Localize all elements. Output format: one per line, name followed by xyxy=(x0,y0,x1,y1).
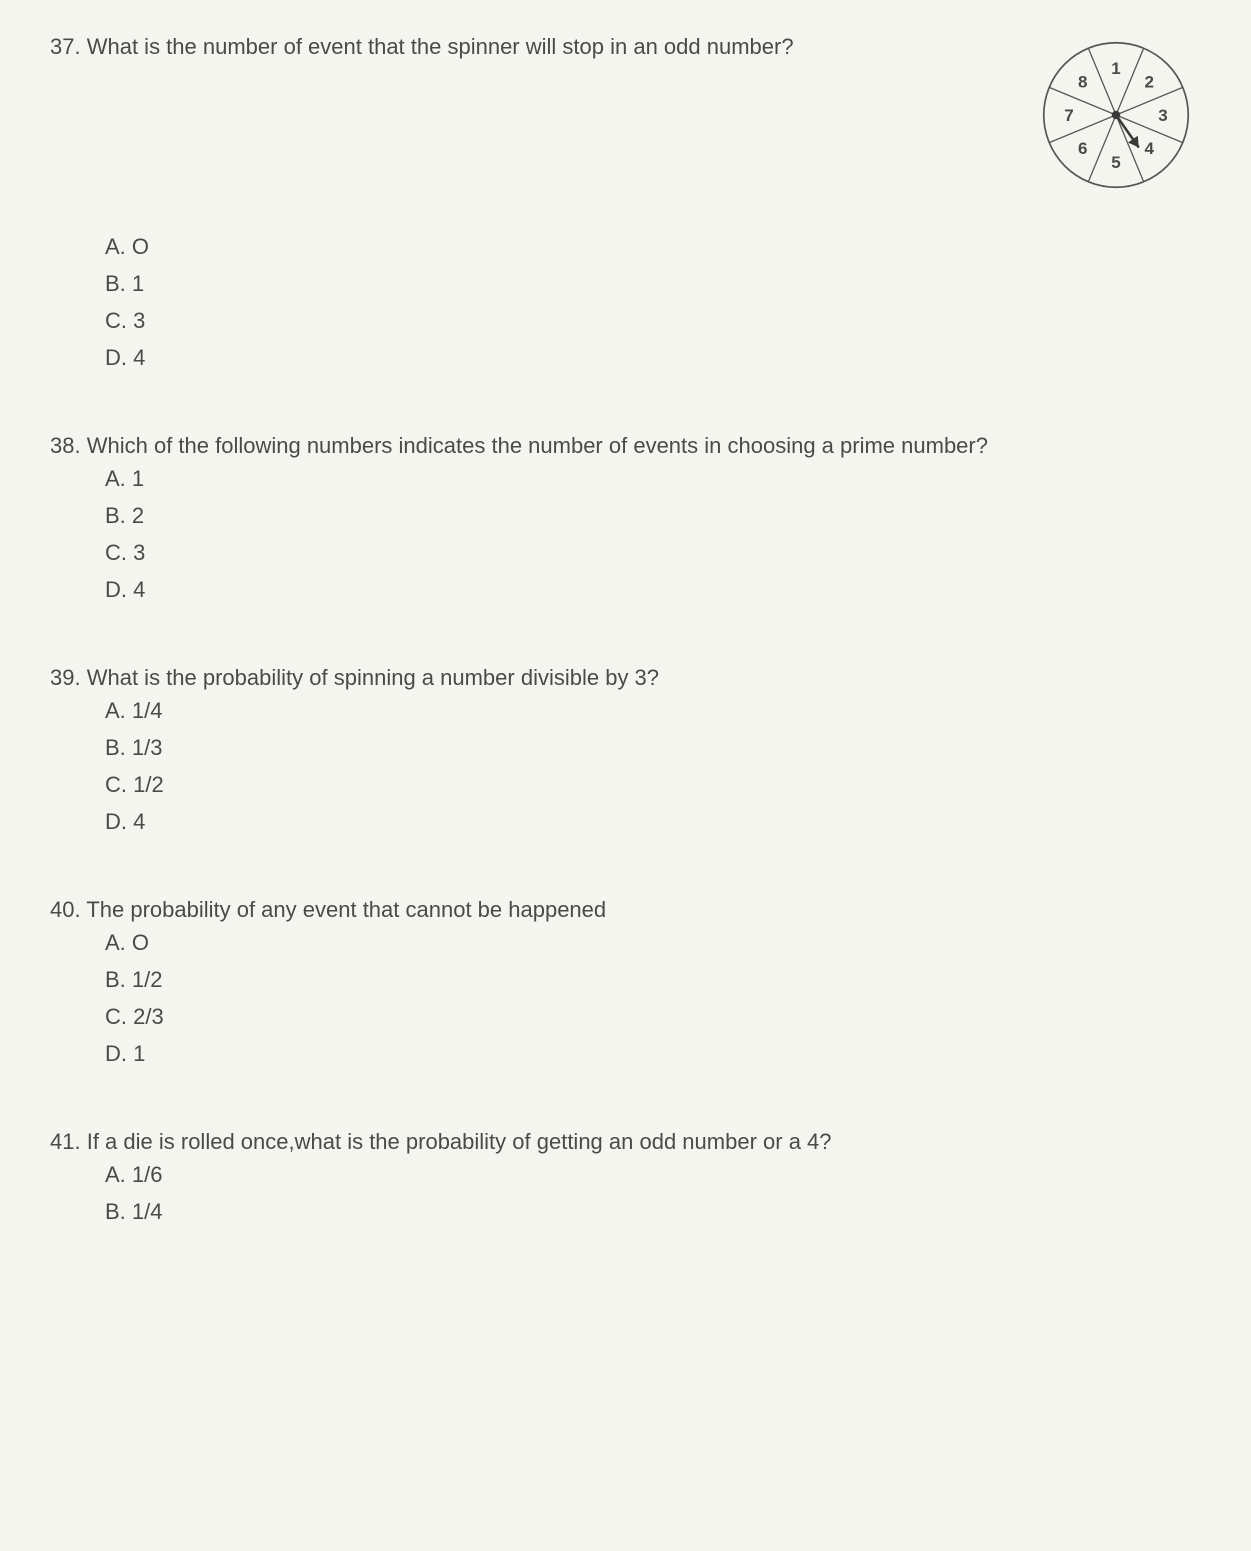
svg-text:2: 2 xyxy=(1144,73,1153,92)
question-39-number: 39. xyxy=(50,665,81,690)
question-38: 38. Which of the following numbers indic… xyxy=(50,429,1201,606)
choice-40-b: B. 1/2 xyxy=(105,963,1201,996)
choice-38-c: C. 3 xyxy=(105,536,1201,569)
question-39: 39. What is the probability of spinning … xyxy=(50,661,1201,838)
spinner-wheel: 1 234 5 678 xyxy=(1031,30,1201,200)
question-41-body: If a die is rolled once,what is the prob… xyxy=(87,1129,832,1154)
question-41: 41. If a die is rolled once,what is the … xyxy=(50,1125,1201,1228)
question-37: 37. What is the number of event that the… xyxy=(50,30,1201,374)
choice-40-a: A. O xyxy=(105,926,1201,959)
question-39-text: 39. What is the probability of spinning … xyxy=(50,661,1201,694)
choice-38-d: D. 4 xyxy=(105,573,1201,606)
choice-37-c: C. 3 xyxy=(105,304,1201,337)
choice-37-d: D. 4 xyxy=(105,341,1201,374)
choice-39-a: A. 1/4 xyxy=(105,694,1201,727)
question-37-choices: A. O B. 1 C. 3 D. 4 xyxy=(50,230,1201,374)
svg-text:8: 8 xyxy=(1078,73,1087,92)
question-41-text: 41. If a die is rolled once,what is the … xyxy=(50,1125,1201,1158)
choice-41-b: B. 1/4 xyxy=(105,1195,1201,1228)
choice-39-b: B. 1/3 xyxy=(105,731,1201,764)
question-40-text: 40. The probability of any event that ca… xyxy=(50,893,1201,926)
question-40-body: The probability of any event that cannot… xyxy=(86,897,606,922)
choice-37-b: B. 1 xyxy=(105,267,1201,300)
question-39-choices: A. 1/4 B. 1/3 C. 1/2 D. 4 xyxy=(50,694,1201,838)
svg-text:6: 6 xyxy=(1078,139,1087,158)
question-38-text: 38. Which of the following numbers indic… xyxy=(50,429,1201,462)
question-40-choices: A. O B. 1/2 C. 2/3 D. 1 xyxy=(50,926,1201,1070)
question-40-number: 40. xyxy=(50,897,81,922)
choice-37-a: A. O xyxy=(105,230,1201,263)
question-38-choices: A. 1 B. 2 C. 3 D. 4 xyxy=(50,462,1201,606)
question-37-text: 37. What is the number of event that the… xyxy=(50,30,1001,63)
choice-40-c: C. 2/3 xyxy=(105,1000,1201,1033)
question-41-choices: A. 1/6 B. 1/4 xyxy=(50,1158,1201,1228)
question-38-body: Which of the following numbers indicates… xyxy=(87,433,988,458)
choice-40-d: D. 1 xyxy=(105,1037,1201,1070)
question-37-row: 37. What is the number of event that the… xyxy=(50,30,1201,200)
choice-38-b: B. 2 xyxy=(105,499,1201,532)
choice-38-a: A. 1 xyxy=(105,462,1201,495)
svg-text:3: 3 xyxy=(1158,106,1167,125)
svg-text:4: 4 xyxy=(1144,139,1154,158)
svg-text:7: 7 xyxy=(1064,106,1073,125)
question-37-body: What is the number of event that the spi… xyxy=(87,34,794,59)
question-40: 40. The probability of any event that ca… xyxy=(50,893,1201,1070)
svg-text:1: 1 xyxy=(1111,59,1120,78)
question-39-body: What is the probability of spinning a nu… xyxy=(87,665,659,690)
choice-41-a: A. 1/6 xyxy=(105,1158,1201,1191)
question-38-number: 38. xyxy=(50,433,81,458)
question-41-number: 41. xyxy=(50,1129,81,1154)
question-37-number: 37. xyxy=(50,34,81,59)
spinner-icon: 1 234 5 678 xyxy=(1031,30,1201,200)
choice-39-c: C. 1/2 xyxy=(105,768,1201,801)
choice-39-d: D. 4 xyxy=(105,805,1201,838)
svg-text:5: 5 xyxy=(1111,153,1120,172)
